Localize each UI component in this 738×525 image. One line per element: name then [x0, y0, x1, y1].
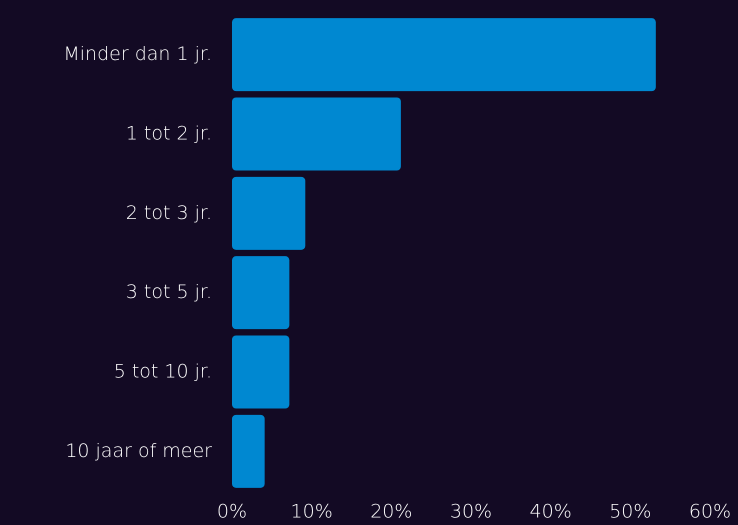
y-tick-label: 1 tot 2 jr. [126, 123, 212, 145]
bar [232, 335, 290, 409]
x-tick-label: 60% [689, 501, 731, 523]
y-tick-label: 10 jaar of meer [65, 440, 212, 462]
bar [232, 18, 656, 92]
bar [232, 176, 306, 250]
y-tick-label: 5 tot 10 jr. [114, 361, 212, 383]
x-tick-label: 20% [370, 501, 412, 523]
bar [232, 414, 265, 488]
x-tick-label: 10% [291, 501, 333, 523]
x-tick-label: 40% [530, 501, 572, 523]
bar [232, 97, 401, 171]
bar [232, 256, 290, 330]
x-tick-label: 50% [609, 501, 651, 523]
x-tick-label: 30% [450, 501, 492, 523]
y-tick-label: 2 tot 3 jr. [126, 202, 212, 224]
x-tick-label: 0% [217, 501, 247, 523]
y-tick-label: 3 tot 5 jr. [126, 281, 212, 303]
y-tick-label: Minder dan 1 jr. [63, 43, 212, 65]
